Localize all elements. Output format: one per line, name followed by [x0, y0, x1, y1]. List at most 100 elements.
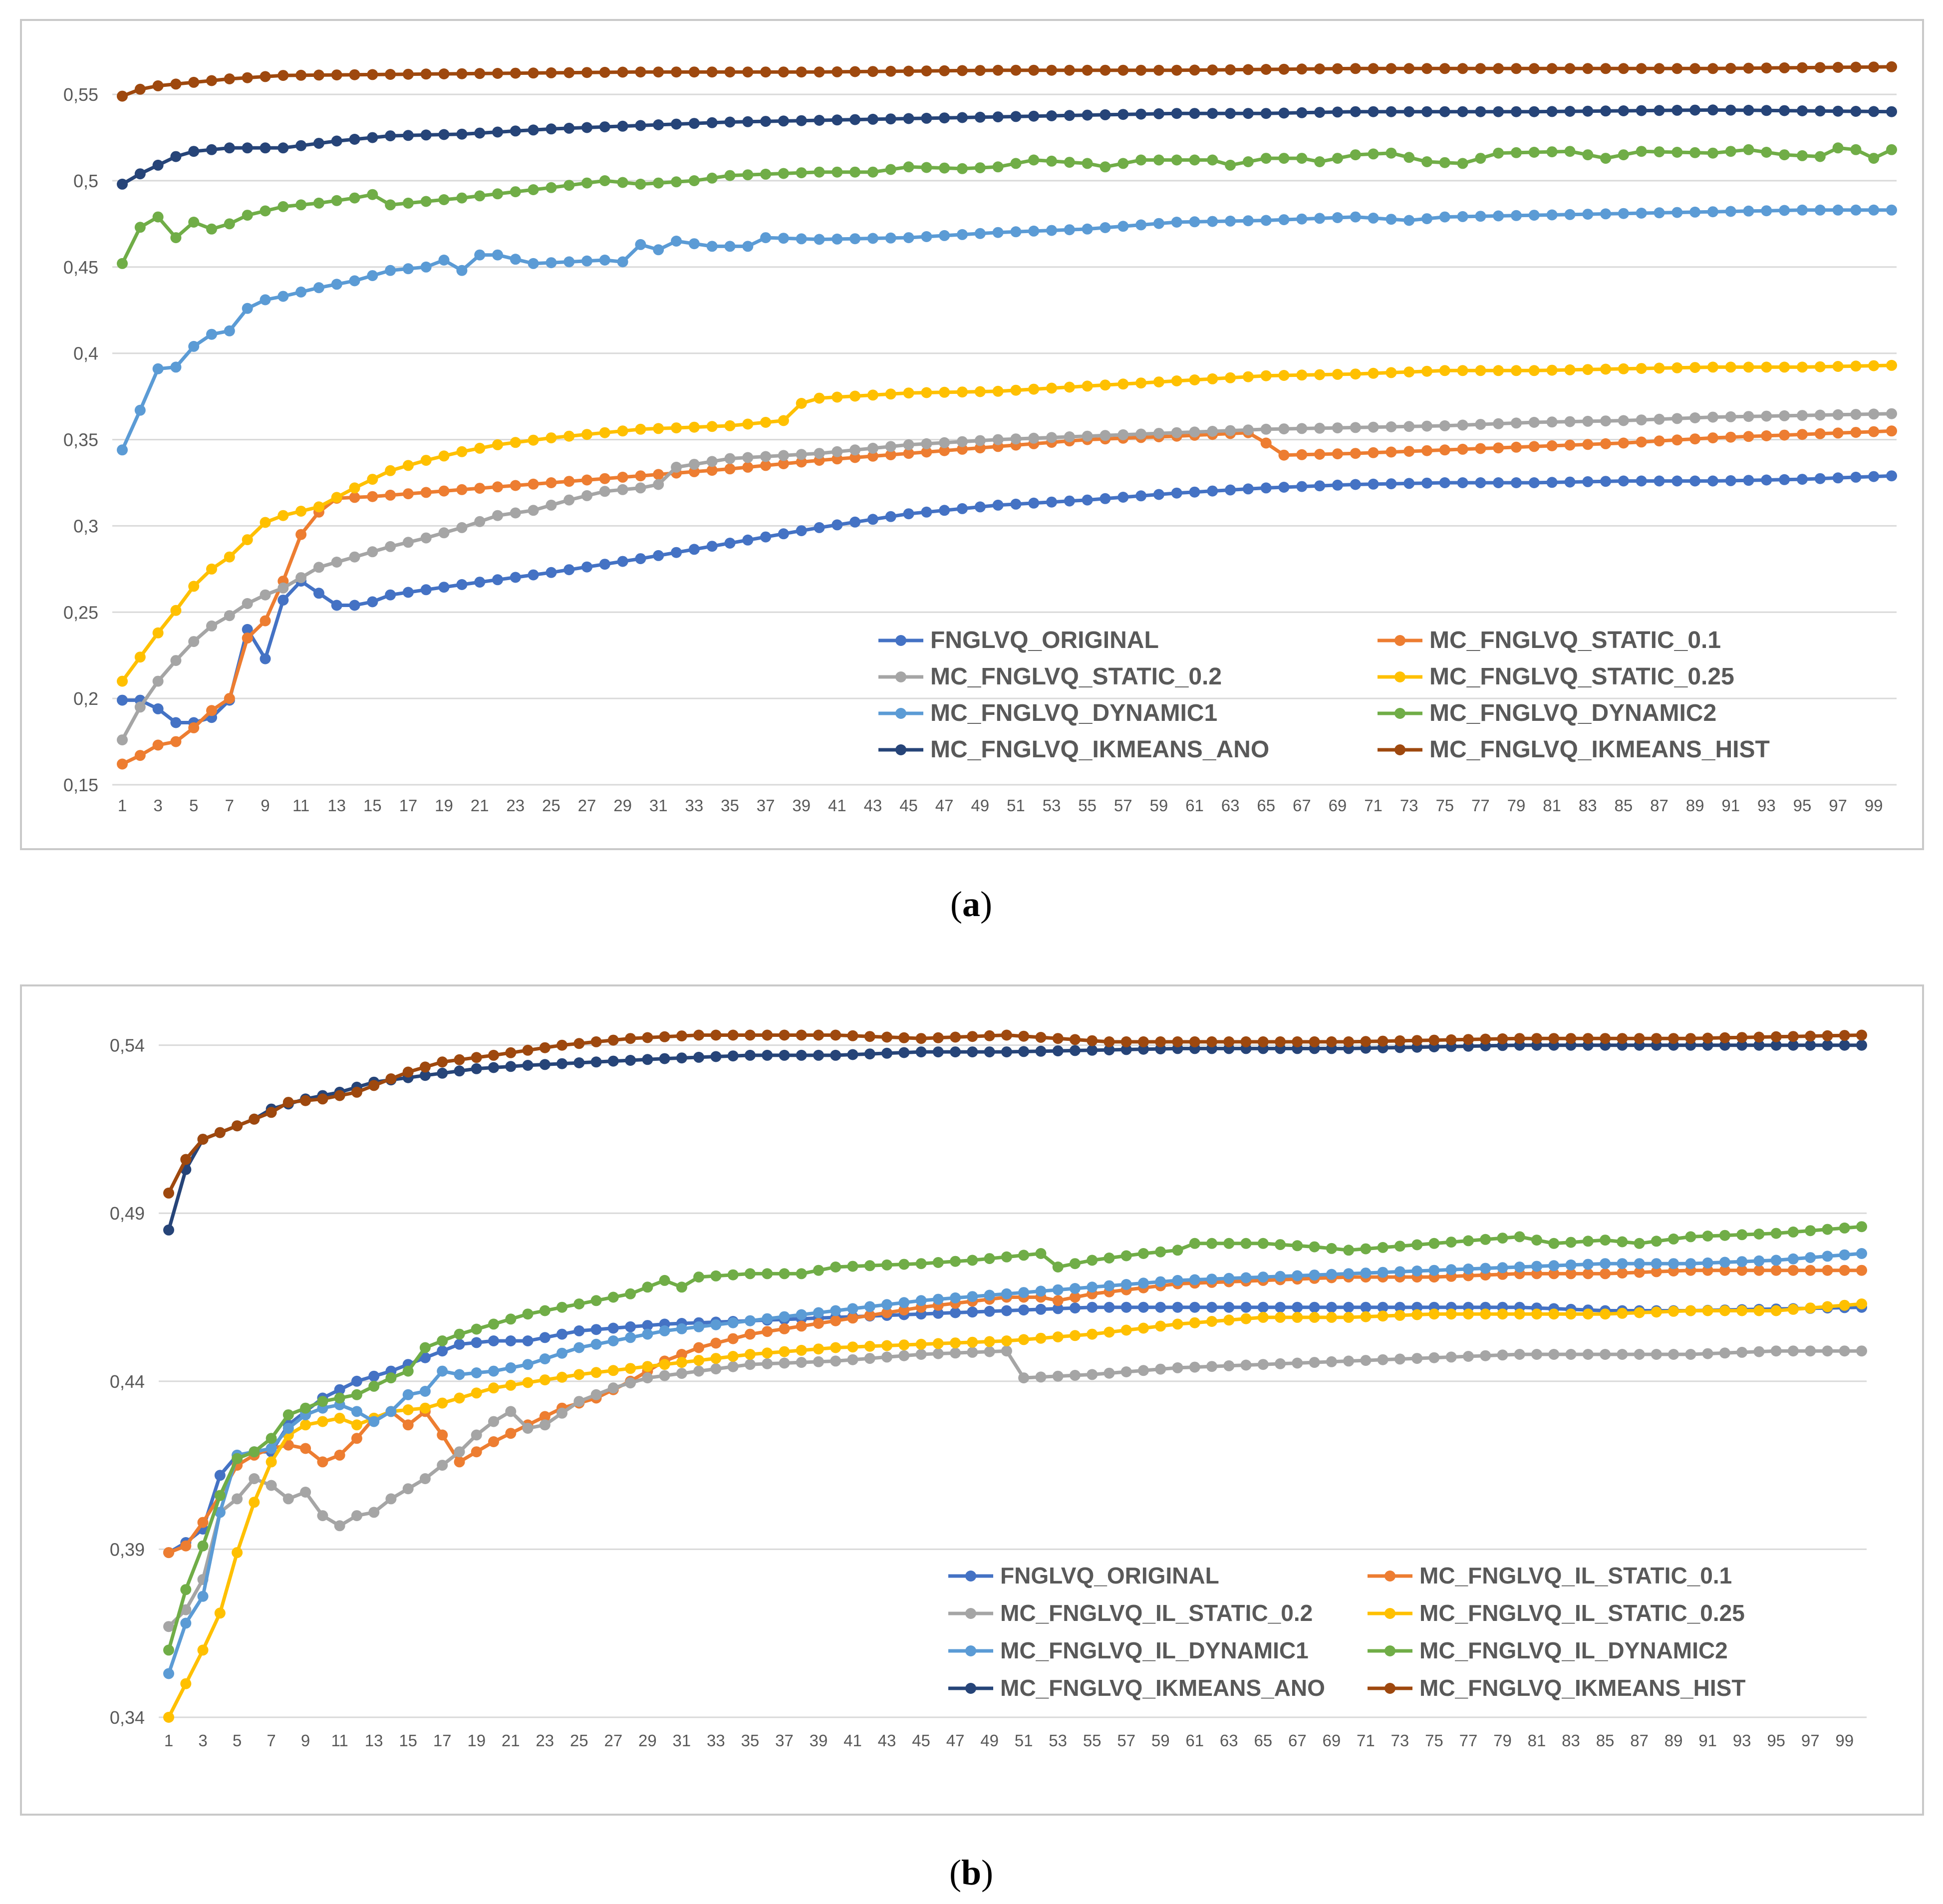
- data-point-b-0-28: [642, 1320, 653, 1331]
- data-point-a-7-18: [438, 68, 450, 79]
- data-point-b-5-91: [1719, 1230, 1730, 1241]
- x-tick-label-b-49: 99: [1835, 1731, 1854, 1750]
- data-point-a-3-98: [1868, 360, 1880, 371]
- data-point-a-4-34: [724, 241, 736, 252]
- data-point-a-5-26: [581, 177, 592, 189]
- data-point-b-2-55: [1104, 1367, 1115, 1379]
- x-tick-label-b-48: 97: [1801, 1731, 1820, 1750]
- data-point-a-7-5: [206, 75, 217, 86]
- data-point-a-5-40: [832, 166, 843, 178]
- data-point-a-2-56: [1117, 429, 1129, 440]
- data-point-a-2-10: [295, 572, 307, 584]
- data-point-a-3-65: [1278, 370, 1290, 381]
- data-point-a-4-78: [1511, 210, 1522, 221]
- data-point-a-7-84: [1618, 63, 1629, 74]
- x-tick-label-a-47: 95: [1793, 796, 1812, 815]
- x-tick-label-b-33: 67: [1288, 1731, 1307, 1750]
- data-point-b-6-29: [659, 1053, 670, 1064]
- data-point-a-4-27: [599, 255, 610, 266]
- data-point-b-1-94: [1770, 1265, 1782, 1276]
- data-point-b-7-47: [967, 1031, 978, 1042]
- x-tick-label-b-44: 89: [1665, 1731, 1683, 1750]
- data-point-a-0-57: [1135, 490, 1147, 502]
- x-tick-label-b-22: 45: [912, 1731, 930, 1750]
- data-point-b-2-74: [1428, 1352, 1440, 1363]
- x-tick-label-a-6: 13: [327, 796, 346, 815]
- data-point-a-4-29: [635, 239, 646, 250]
- data-point-b-6-43: [898, 1047, 910, 1058]
- data-point-a-4-90: [1725, 206, 1736, 217]
- data-point-a-5-31: [671, 176, 682, 188]
- data-point-a-5-76: [1475, 153, 1486, 164]
- data-point-a-1-15: [385, 489, 396, 501]
- data-point-a-5-68: [1332, 153, 1343, 164]
- data-point-b-7-22: [539, 1042, 551, 1053]
- data-point-a-2-69: [1350, 422, 1361, 433]
- data-point-a-6-2: [152, 159, 164, 171]
- data-point-b-4-39: [830, 1305, 841, 1316]
- data-point-b-4-54: [1087, 1281, 1098, 1293]
- data-point-b-4-21: [522, 1359, 534, 1370]
- data-point-a-3-64: [1260, 370, 1272, 381]
- data-point-b-7-93: [1753, 1031, 1765, 1043]
- data-point-a-2-24: [546, 499, 557, 511]
- data-point-a-5-74: [1439, 157, 1450, 168]
- data-point-a-5-17: [420, 196, 432, 207]
- x-tick-label-a-24: 49: [971, 796, 989, 815]
- data-point-a-4-59: [1171, 217, 1182, 228]
- data-point-a-7-46: [939, 65, 950, 76]
- data-point-b-1-85: [1617, 1268, 1628, 1279]
- data-point-a-5-62: [1225, 159, 1236, 171]
- data-point-a-0-92: [1761, 474, 1772, 486]
- data-point-a-6-70: [1368, 106, 1379, 117]
- data-point-a-1-25: [563, 476, 575, 487]
- data-point-b-1-2: [197, 1517, 209, 1528]
- data-point-a-3-1: [134, 651, 146, 663]
- data-point-a-0-55: [1100, 493, 1111, 504]
- x-tick-label-b-8: 17: [433, 1731, 452, 1750]
- data-point-a-6-72: [1403, 106, 1415, 117]
- x-tick-label-b-29: 59: [1151, 1731, 1170, 1750]
- data-point-a-7-73: [1421, 63, 1432, 74]
- data-point-b-3-69: [1343, 1311, 1355, 1323]
- data-point-a-5-41: [849, 166, 861, 178]
- x-tick-label-b-1: 3: [198, 1731, 207, 1750]
- data-point-a-3-49: [992, 385, 1004, 397]
- data-point-b-3-48: [984, 1336, 995, 1347]
- data-point-a-4-97: [1850, 204, 1862, 216]
- data-point-b-5-50: [1018, 1250, 1030, 1261]
- data-point-b-3-31: [693, 1355, 705, 1366]
- data-point-a-2-30: [653, 479, 664, 490]
- data-point-a-2-63: [1242, 424, 1254, 436]
- data-point-b-1-10: [334, 1449, 345, 1461]
- data-point-b-5-31: [693, 1271, 705, 1283]
- data-point-a-6-86: [1654, 105, 1665, 116]
- data-point-a-2-32: [688, 459, 700, 470]
- data-point-a-6-26: [581, 122, 592, 133]
- data-point-b-6-16: [437, 1067, 448, 1079]
- data-point-a-0-44: [903, 508, 914, 520]
- data-point-b-4-72: [1394, 1266, 1405, 1277]
- data-point-a-6-29: [635, 120, 646, 131]
- data-point-b-1-35: [762, 1326, 773, 1337]
- data-point-b-0-72: [1394, 1301, 1405, 1313]
- data-point-b-6-52: [1052, 1045, 1064, 1057]
- data-point-a-0-97: [1850, 471, 1862, 483]
- data-point-a-2-4: [188, 636, 200, 647]
- data-point-b-7-20: [505, 1047, 517, 1058]
- data-point-a-5-81: [1564, 146, 1576, 157]
- data-point-b-3-33: [727, 1351, 739, 1362]
- data-point-b-6-33: [727, 1050, 739, 1062]
- x-tick-label-b-26: 53: [1049, 1731, 1067, 1750]
- data-point-a-1-16: [402, 488, 414, 500]
- x-tick-label-b-35: 71: [1357, 1731, 1375, 1750]
- data-point-a-7-53: [1064, 64, 1075, 76]
- data-point-a-4-38: [796, 233, 807, 245]
- data-point-a-1-83: [1600, 438, 1612, 449]
- data-point-b-7-70: [1360, 1036, 1372, 1047]
- data-point-a-0-87: [1671, 475, 1683, 487]
- data-point-a-4-45: [921, 231, 932, 242]
- data-point-a-3-19: [456, 446, 468, 457]
- data-point-a-6-93: [1779, 105, 1790, 116]
- data-point-a-0-86: [1654, 475, 1665, 487]
